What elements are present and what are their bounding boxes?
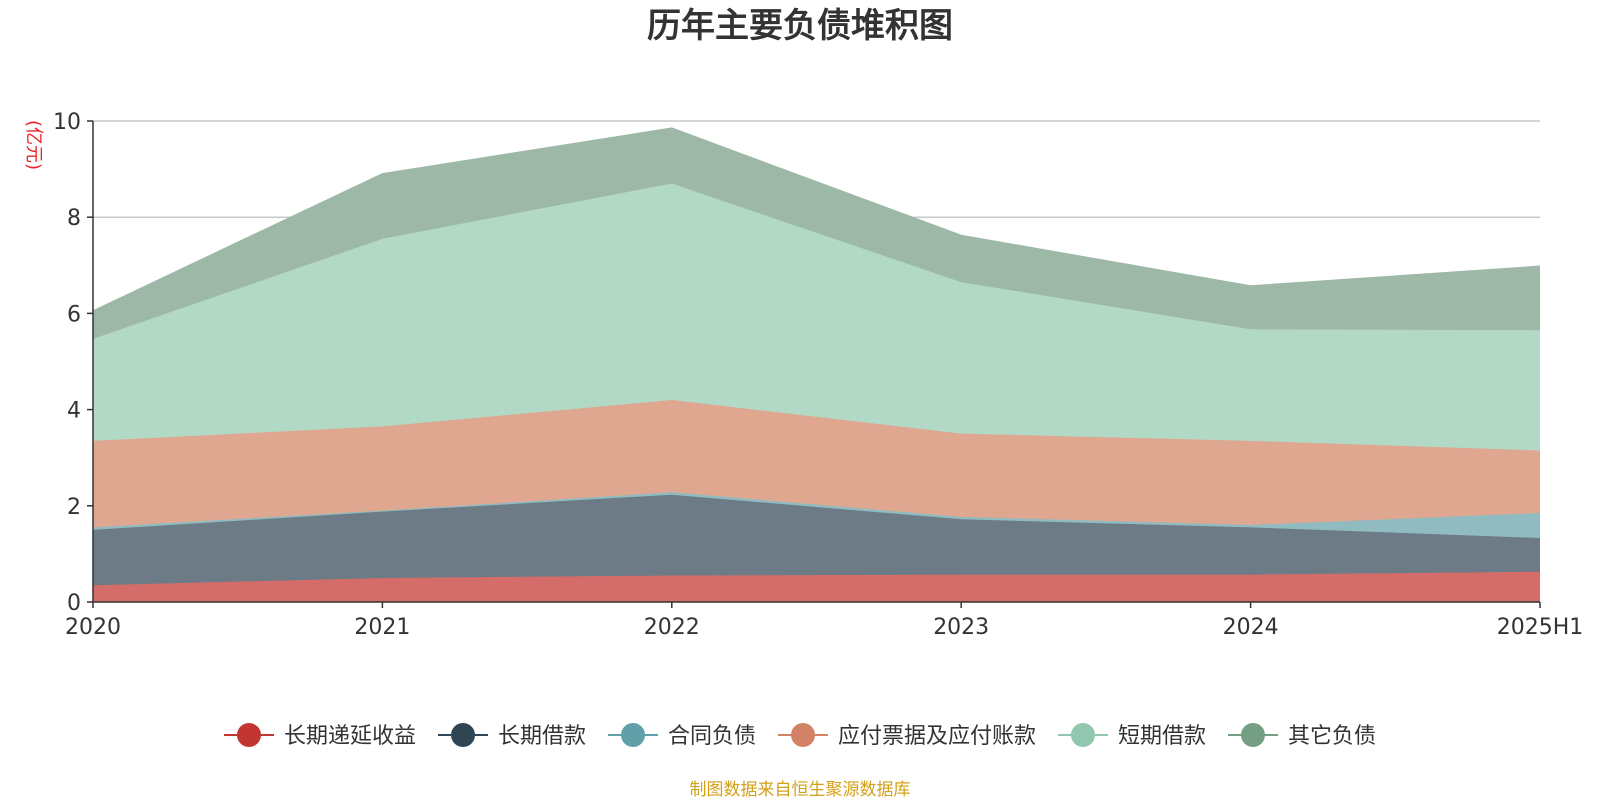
- y-tick-label: 0: [67, 591, 81, 616]
- legend-item-4[interactable]: 短期借款: [1058, 723, 1206, 749]
- legend-item-5[interactable]: 其它负债: [1228, 723, 1376, 749]
- legend-item-2[interactable]: 合同负债: [608, 723, 756, 749]
- area-series-1: [93, 494, 1540, 586]
- source-note: 制图数据来自恒生聚源数据库: [690, 780, 911, 800]
- legend-label: 合同负债: [668, 724, 756, 749]
- y-tick-label: 8: [67, 206, 81, 231]
- x-tick-label: 2020: [65, 615, 121, 640]
- area-series-5: [93, 128, 1540, 339]
- axes: [92, 121, 1540, 603]
- legend-item-0[interactable]: 长期递延收益: [224, 723, 416, 749]
- y-tick-label: 2: [67, 495, 81, 520]
- area-series-0: [93, 571, 1540, 602]
- y-axis-ticks: 0 2 4 6 8 10: [53, 110, 93, 616]
- legend-label: 短期借款: [1118, 724, 1206, 749]
- x-tick-label: 2025H1: [1497, 615, 1584, 640]
- legend-item-1[interactable]: 长期借款: [438, 723, 586, 749]
- x-tick-label: 2021: [354, 615, 410, 640]
- x-axis-ticks: 2020 2021 2022 2023 2024 2025H1: [65, 602, 1583, 640]
- stacked-areas: [92, 127, 1541, 602]
- y-tick-label: 4: [67, 399, 81, 424]
- y-tick-label: 6: [67, 302, 81, 327]
- legend-item-3[interactable]: 应付票据及应付账款: [778, 723, 1036, 749]
- y-axis-unit-label: (亿元): [23, 120, 44, 170]
- legend-marker-dot: [1241, 723, 1265, 747]
- legend-label: 应付票据及应付账款: [838, 724, 1036, 749]
- y-tick-label: 10: [53, 110, 81, 135]
- legend-marker-dot: [451, 723, 475, 747]
- legend-marker-dot: [791, 723, 815, 747]
- area-series-4: [93, 183, 1540, 451]
- legend-label: 其它负债: [1288, 724, 1376, 749]
- legend-label: 长期递延收益: [284, 724, 416, 749]
- x-tick-label: 2024: [1223, 615, 1279, 640]
- legend-marker-dot: [1071, 723, 1095, 747]
- chart-title: 历年主要负债堆积图: [647, 6, 953, 46]
- legend-marker-dot: [621, 723, 645, 747]
- x-tick-label: 2023: [933, 615, 989, 640]
- area-series-3: [93, 400, 1540, 528]
- legend-label: 长期借款: [498, 724, 586, 749]
- legend: 长期递延收益 长期借款 合同负债 应付票据及应付账款 短期借款 其它负债: [224, 723, 1376, 749]
- legend-marker-dot: [237, 723, 261, 747]
- area-series-line-5: [92, 127, 1541, 312]
- x-tick-label: 2022: [644, 615, 700, 640]
